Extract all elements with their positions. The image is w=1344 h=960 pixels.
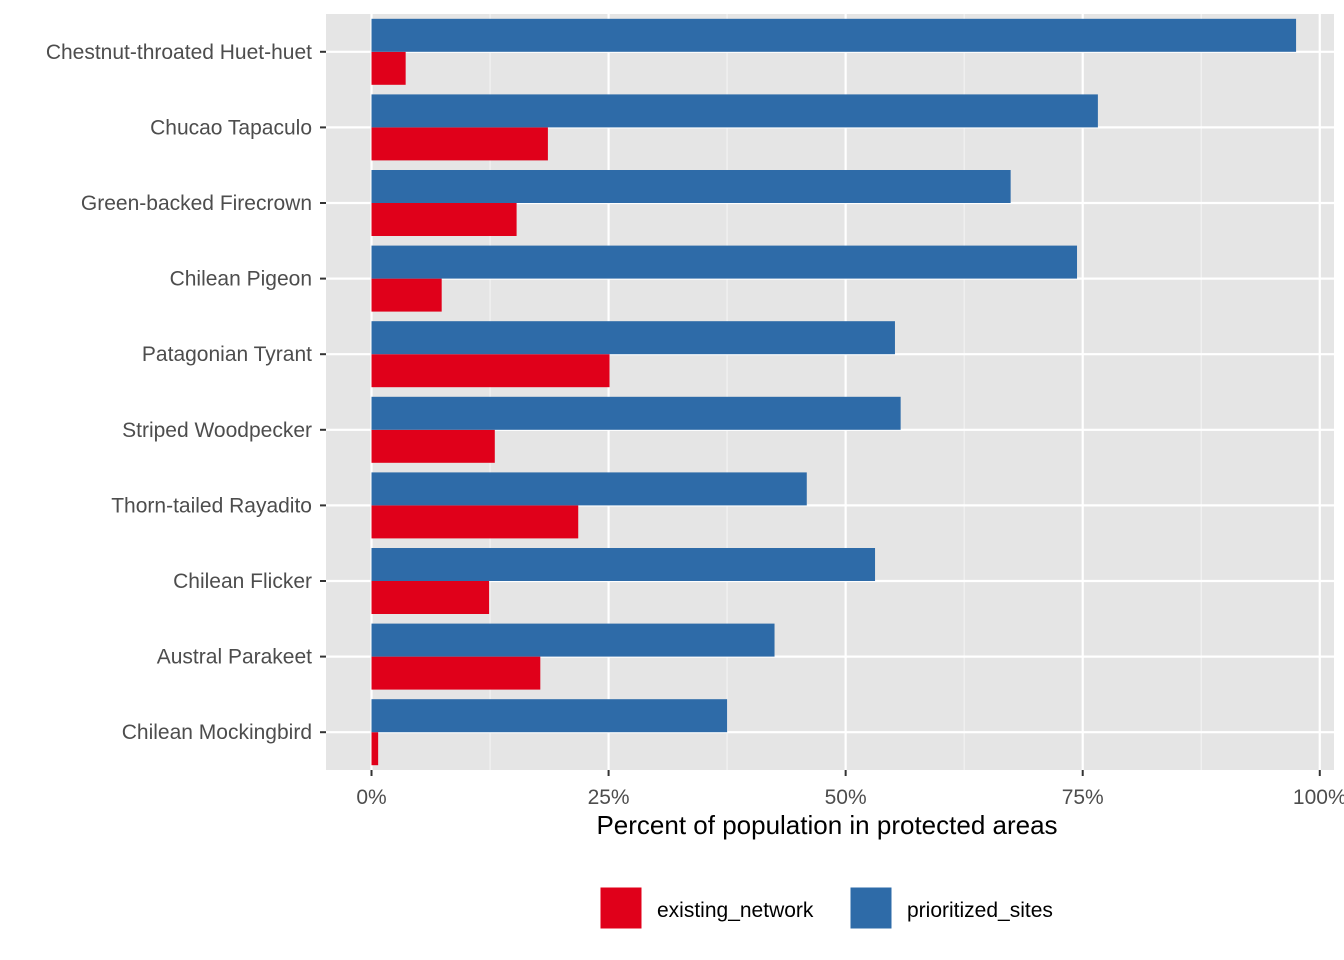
x-axis-title: Percent of population in protected areas (596, 810, 1057, 840)
x-axis: 0% 25% 50% 75% 100% (356, 770, 1344, 809)
x-tick-label: 50% (825, 786, 867, 809)
y-tick-label: Striped Woodpecker (122, 419, 312, 442)
y-tick-label: Chilean Pigeon (170, 268, 312, 291)
bar-existing-network-4 (371, 278, 442, 312)
bar-prioritized-sites-6 (371, 396, 901, 430)
y-tick-label: Chestnut-throated Huet-huet (46, 41, 312, 64)
bar-prioritized-sites-5 (371, 321, 895, 355)
legend-label-prioritized-sites: prioritized_sites (907, 899, 1053, 922)
legend-key-prioritized-sites (849, 886, 893, 930)
legend-label-existing-network: existing_network (657, 899, 814, 922)
bar-prioritized-sites-4 (371, 245, 1078, 279)
bar-existing-network-8 (371, 581, 490, 614)
bar-existing-network-1 (371, 51, 406, 85)
bar-existing-network-3 (371, 203, 517, 236)
x-tick-label: 25% (588, 786, 630, 809)
bar-prioritized-sites-7 (371, 472, 807, 506)
y-tick-label: Chucao Tapaculo (150, 116, 312, 139)
bar-prioritized-sites-8 (371, 548, 876, 581)
bar-existing-network-2 (371, 127, 548, 161)
y-axis: Chestnut-throated Huet-huet Chucao Tapacu… (46, 41, 326, 744)
x-tick-label: 75% (1062, 786, 1104, 809)
y-tick-label: Austral Parakeet (157, 646, 312, 669)
x-tick-label: 0% (356, 786, 386, 809)
bar-existing-network-6 (371, 429, 495, 463)
y-tick-label: Patagonian Tyrant (142, 343, 312, 366)
legend-key-existing-network (599, 886, 643, 930)
bar-prioritized-sites-2 (371, 94, 1098, 128)
bar-prioritized-sites-10 (371, 699, 728, 733)
bar-prioritized-sites-3 (371, 170, 1011, 203)
y-tick-label: Chilean Mockingbird (122, 721, 312, 744)
bar-existing-network-5 (371, 354, 610, 388)
bar-prioritized-sites-1 (371, 18, 1297, 52)
y-tick-label: Green-backed Firecrown (81, 192, 312, 215)
legend: existing_network prioritized_sites (599, 886, 1053, 930)
bar-existing-network-9 (371, 656, 541, 690)
bar-existing-network-10 (371, 732, 379, 766)
y-tick-label: Thorn-tailed Rayadito (111, 494, 312, 517)
bars (371, 18, 1297, 766)
bar-prioritized-sites-9 (371, 623, 775, 657)
x-tick-label: 100% (1293, 786, 1344, 809)
bar-existing-network-7 (371, 505, 579, 539)
y-tick-label: Chilean Flicker (173, 570, 312, 593)
